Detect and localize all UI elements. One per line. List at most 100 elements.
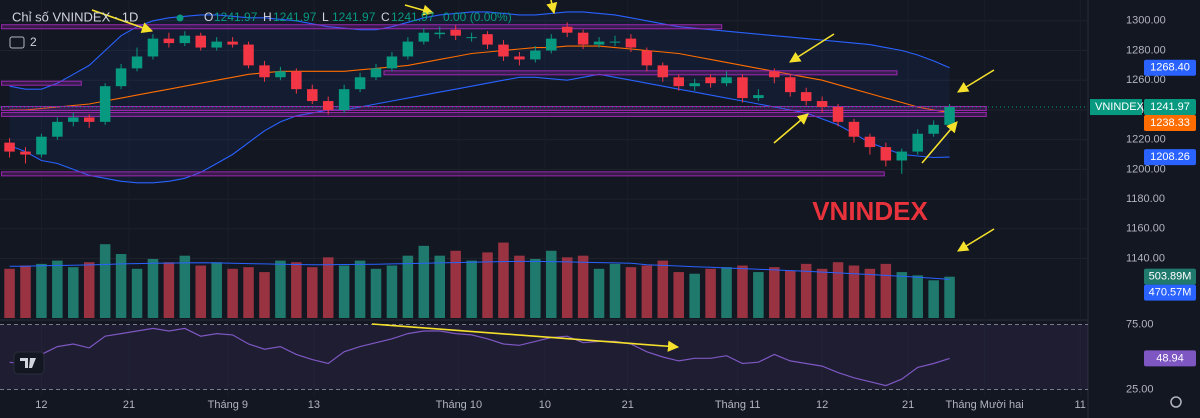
candle-body xyxy=(753,95,764,99)
volume-bar xyxy=(36,263,47,318)
candle-body xyxy=(928,124,939,134)
volume-bar xyxy=(466,260,477,318)
y-tick-label: 1300.00 xyxy=(1126,15,1166,27)
volume-bar xyxy=(83,262,95,318)
ohlc-key: O xyxy=(204,10,213,24)
candle-body xyxy=(386,56,398,69)
x-tick-label: Tháng 9 xyxy=(208,399,248,411)
candle-body xyxy=(195,35,207,48)
ohlc-key: L xyxy=(322,10,329,24)
arrow xyxy=(921,121,958,164)
candle-body xyxy=(243,44,254,66)
x-tick-label: Tháng Mười hai xyxy=(946,399,1024,411)
volume-bar xyxy=(147,258,159,318)
candle-body xyxy=(115,68,127,87)
value-tag-bg xyxy=(1144,59,1196,76)
candle-body xyxy=(657,65,669,78)
candle-body xyxy=(705,77,716,84)
arrow xyxy=(789,33,835,63)
candle-body xyxy=(912,133,923,152)
ohlc-value: 1241.97 xyxy=(391,10,435,24)
volume-bar xyxy=(386,265,398,318)
ohlc-value: 1241.97 xyxy=(332,10,376,24)
volume-bar xyxy=(52,260,63,318)
ohlc-key: H xyxy=(263,10,272,24)
x-tick-label: 12 xyxy=(35,399,47,411)
candle-body xyxy=(641,50,653,66)
value-tag: 48.94 xyxy=(1156,352,1184,364)
volume-bar xyxy=(737,265,748,318)
volume-bar xyxy=(163,262,175,318)
candle-body xyxy=(259,65,270,78)
indicator-count[interactable]: 2 xyxy=(30,35,37,49)
change: 0.00 (0.00%) xyxy=(443,10,512,24)
volume-bar xyxy=(816,268,828,318)
volume-bar xyxy=(657,260,669,318)
volume-bar xyxy=(418,245,430,318)
y-tick-label: 1260.00 xyxy=(1126,74,1166,86)
value-tag-bg xyxy=(1144,268,1196,285)
candle-body xyxy=(36,136,47,155)
candle-body xyxy=(625,38,637,48)
candle-body xyxy=(83,117,95,122)
candle-body xyxy=(20,151,31,155)
x-tick-label: 11 xyxy=(1075,399,1086,411)
level-zone xyxy=(383,70,898,76)
candle-body xyxy=(880,147,892,161)
candle-body xyxy=(434,32,445,35)
candle-body xyxy=(482,34,493,45)
value-tag: 1208.26 xyxy=(1150,151,1190,163)
indicator-icon[interactable] xyxy=(9,36,25,49)
x-tick-label: 21 xyxy=(622,399,634,411)
x-tick-label: Tháng 10 xyxy=(436,399,482,411)
volume-bar xyxy=(450,250,461,318)
volume-bar xyxy=(338,265,350,318)
value-tag-bg xyxy=(1144,350,1196,367)
volume-bar xyxy=(769,267,780,318)
volume-bar xyxy=(115,254,127,318)
volume-bar xyxy=(275,260,286,318)
volume-bar xyxy=(753,272,764,318)
volume-bar xyxy=(291,262,302,318)
volume-bar xyxy=(498,242,509,318)
candle-body xyxy=(450,29,461,36)
volume-bar xyxy=(641,265,653,318)
annotations xyxy=(91,0,995,352)
candle-body xyxy=(848,121,860,137)
candle-body xyxy=(338,89,350,110)
value-tag: 470.57M xyxy=(1149,287,1192,299)
volume-bar xyxy=(434,255,445,318)
volume-bar xyxy=(864,268,876,318)
value-tag: 1241.97 xyxy=(1150,101,1190,113)
candle-body xyxy=(418,32,430,42)
volume-bar xyxy=(370,268,382,318)
volume-bar xyxy=(928,280,939,318)
arrow xyxy=(404,4,435,16)
candle-body xyxy=(514,56,525,60)
arrow xyxy=(773,113,809,144)
volume-bar xyxy=(784,270,796,318)
candle-body xyxy=(673,77,684,87)
settings-icon[interactable] xyxy=(1170,396,1182,408)
candle-body xyxy=(275,71,286,78)
candle-body xyxy=(800,92,812,102)
y-tick-label: 1180.00 xyxy=(1126,193,1165,205)
y-tick-label: 1280.00 xyxy=(1126,44,1166,56)
candle-body xyxy=(896,151,908,161)
volume-bar xyxy=(307,267,318,318)
volume-bar xyxy=(179,255,191,318)
x-tick-label: 21 xyxy=(902,399,914,411)
last-price-tag: VNINDEX xyxy=(1095,101,1145,113)
candle-body xyxy=(721,77,732,84)
volume-bar xyxy=(4,268,15,318)
volume-bar xyxy=(561,257,573,318)
volume-bar xyxy=(514,255,525,318)
candle-body xyxy=(227,41,238,45)
candle-body xyxy=(944,107,955,125)
volume-bar xyxy=(227,268,238,318)
axes: 1140.001160.001180.001200.001220.001240.… xyxy=(35,15,1196,411)
candle-body xyxy=(466,37,477,39)
last-price-tag-bg xyxy=(1090,99,1142,116)
